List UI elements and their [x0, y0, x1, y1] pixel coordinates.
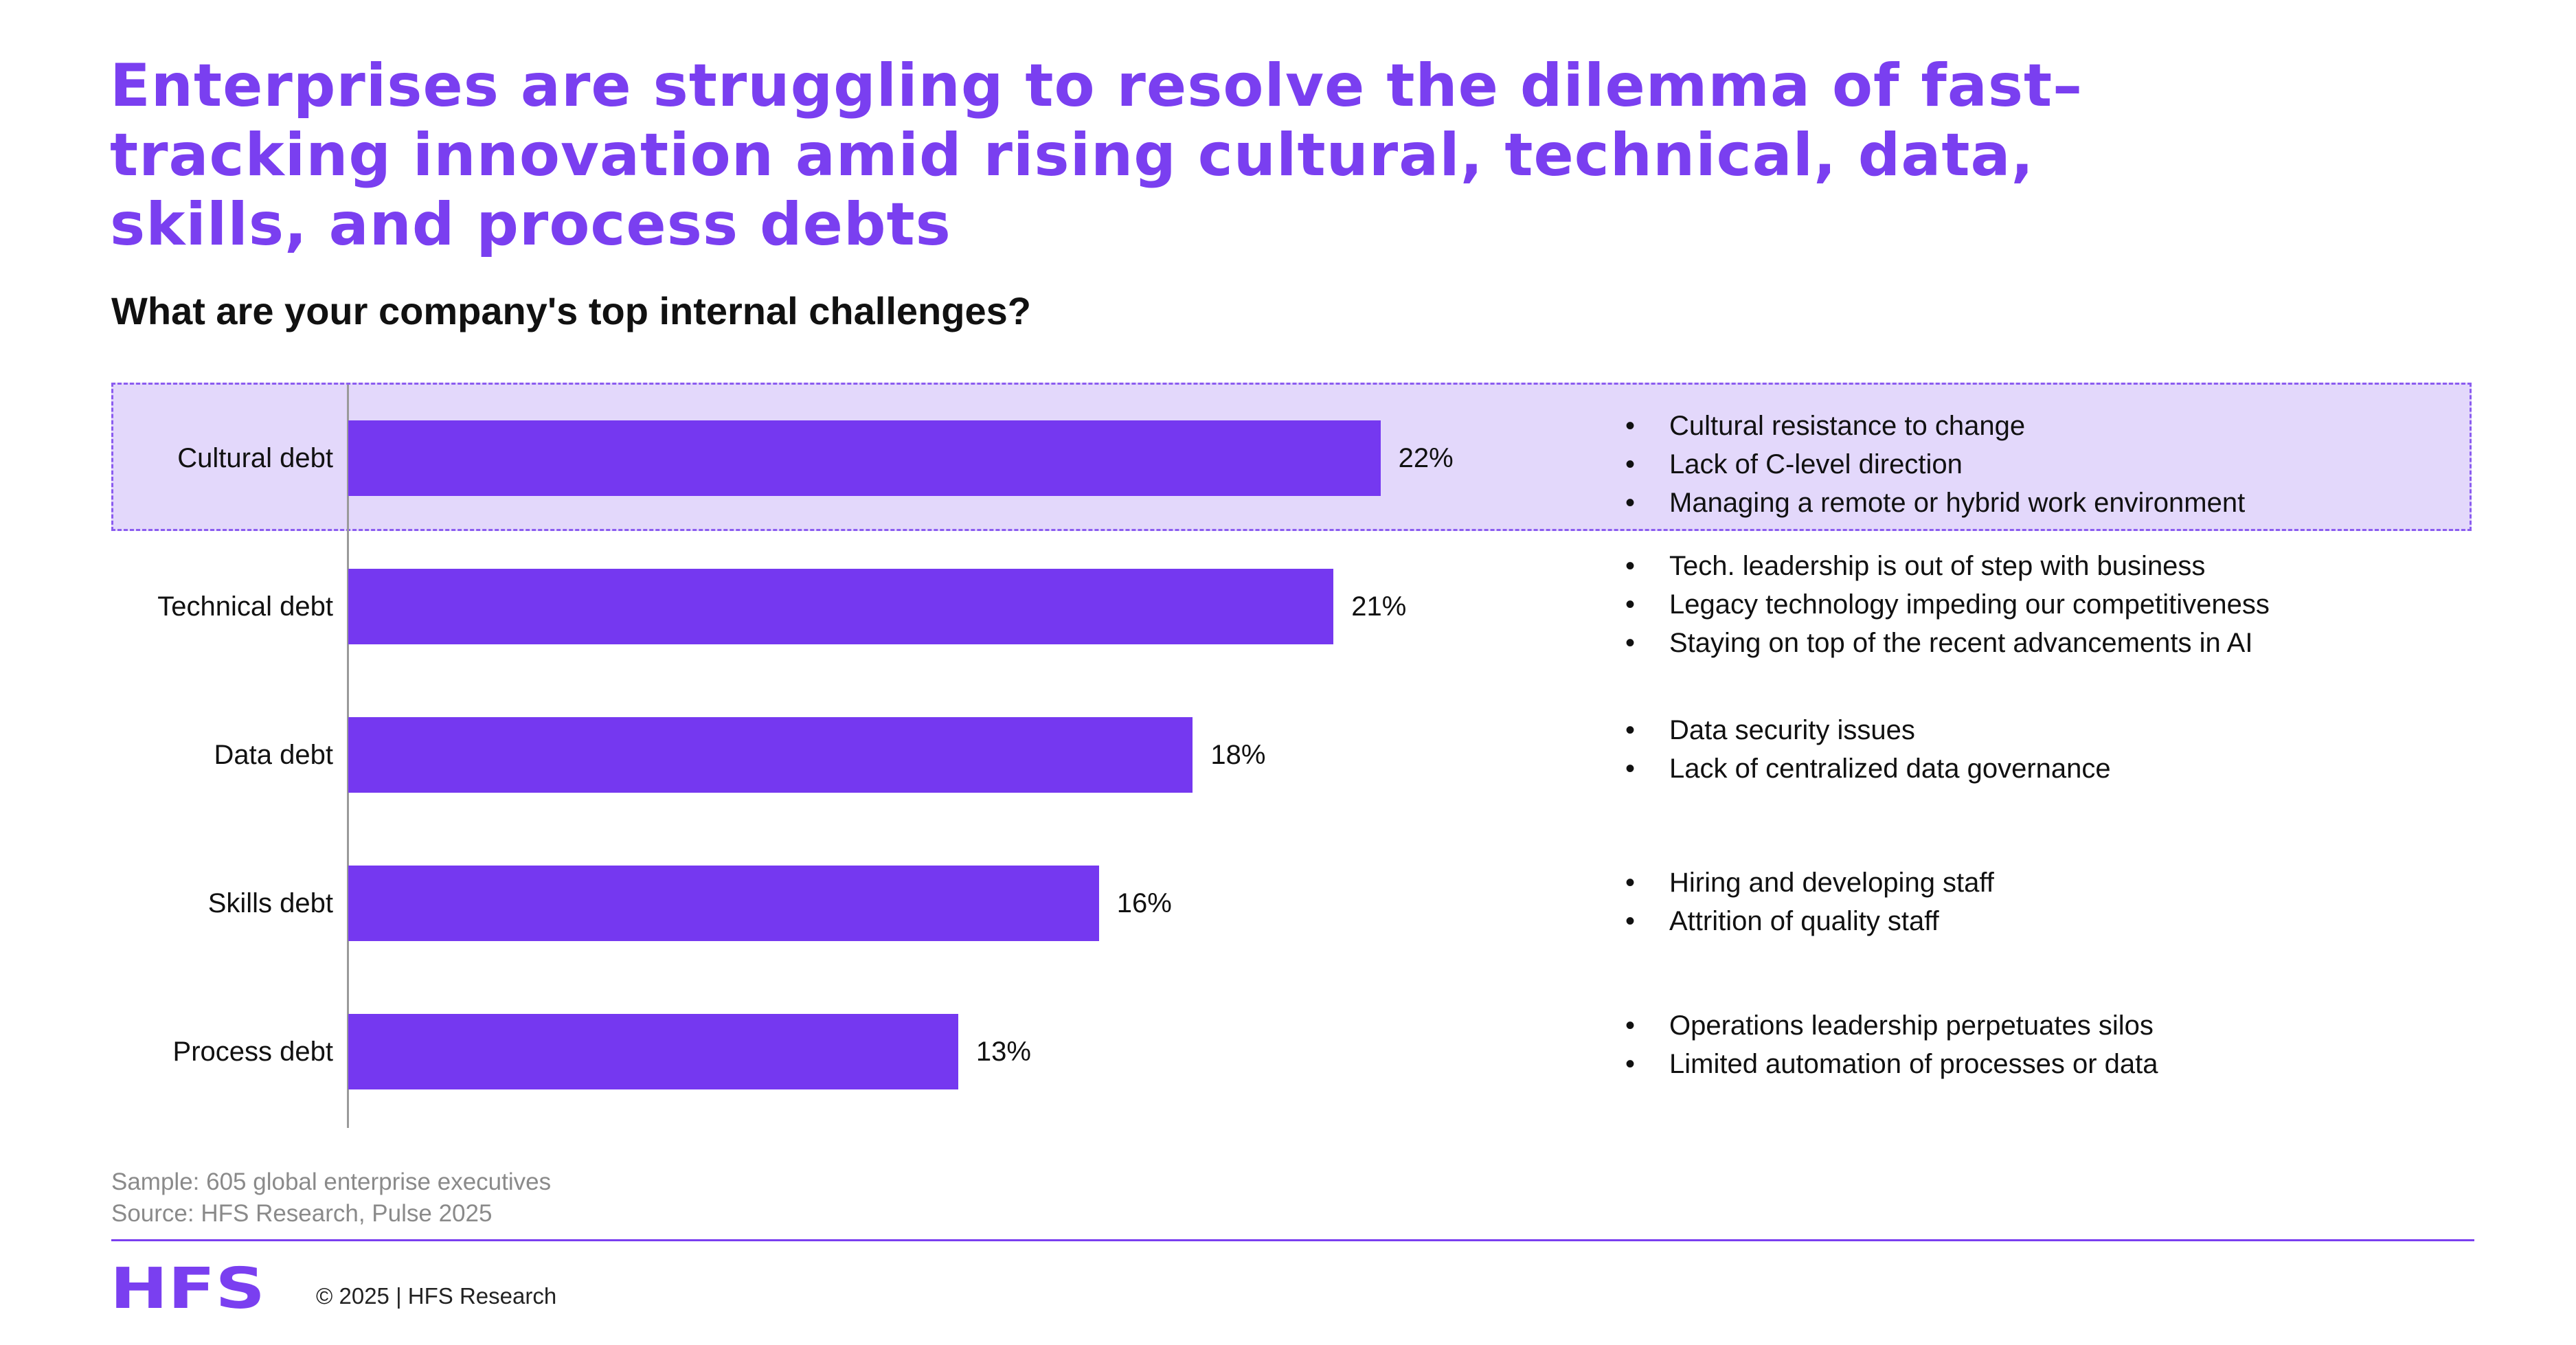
- category-label: Technical debt: [157, 591, 333, 622]
- challenges-list-process: Operations leadership perpetuates silos …: [1621, 1006, 2158, 1083]
- challenge-item: Lack of C-level direction: [1621, 445, 2245, 484]
- chart-question: What are your company's top internal cha…: [111, 289, 1031, 332]
- challenge-item: Legacy technology impeding our competiti…: [1621, 585, 2270, 624]
- bar-process-debt: [348, 1014, 958, 1089]
- copyright: © 2025 | HFS Research: [316, 1283, 557, 1309]
- challenge-item: Hiring and developing staff: [1621, 863, 1994, 902]
- category-axis-line: [347, 385, 349, 1128]
- data-label: 13%: [975, 1037, 1031, 1067]
- title-line-2: tracking innovation amid rising cultural…: [110, 121, 2035, 190]
- source-note: Source: HFS Research, Pulse 2025: [111, 1200, 493, 1227]
- challenge-item: Tech. leadership is out of step with bus…: [1621, 547, 2270, 585]
- challenges-list-skills: Hiring and developing staff Attrition of…: [1621, 863, 1994, 940]
- data-label: 21%: [1351, 591, 1407, 622]
- challenge-item: Attrition of quality staff: [1621, 902, 1994, 940]
- page-title: Enterprises are struggling to resolve th…: [110, 52, 2487, 260]
- challenge-item: Staying on top of the recent advancement…: [1621, 624, 2270, 662]
- data-label: 18%: [1210, 740, 1266, 770]
- title-line-3: skills, and process debts: [110, 190, 951, 259]
- category-label: Cultural debt: [177, 443, 333, 473]
- title-line-1: Enterprises are struggling to resolve th…: [110, 52, 2083, 120]
- category-label: Process debt: [172, 1037, 333, 1067]
- category-label: Data debt: [214, 740, 333, 770]
- challenge-item: Lack of centralized data governance: [1621, 749, 2111, 788]
- data-label: 22%: [1398, 443, 1454, 473]
- logo-text: HFS: [110, 1265, 265, 1313]
- footer-divider: [111, 1239, 2474, 1241]
- challenge-item: Operations leadership perpetuates silos: [1621, 1006, 2158, 1045]
- challenges-list-data: Data security issues Lack of centralized…: [1621, 711, 2111, 788]
- challenge-item: Managing a remote or hybrid work environ…: [1621, 484, 2245, 522]
- bar-cultural-debt: [348, 420, 1381, 496]
- category-label: Skills debt: [207, 888, 333, 918]
- challenge-item: Data security issues: [1621, 711, 2111, 749]
- sample-note: Sample: 605 global enterprise executives: [111, 1168, 552, 1195]
- challenges-list-cultural: Cultural resistance to change Lack of C-…: [1621, 407, 2245, 522]
- hfs-logo: HFS: [110, 1265, 265, 1313]
- bar-data-debt: [348, 717, 1193, 793]
- bar-technical-debt: [348, 569, 1334, 644]
- challenges-list-technical: Tech. leadership is out of step with bus…: [1621, 547, 2270, 662]
- bar-skills-debt: [348, 866, 1099, 941]
- challenge-item: Cultural resistance to change: [1621, 407, 2245, 445]
- challenge-item: Limited automation of processes or data: [1621, 1045, 2158, 1083]
- data-label: 16%: [1116, 888, 1172, 918]
